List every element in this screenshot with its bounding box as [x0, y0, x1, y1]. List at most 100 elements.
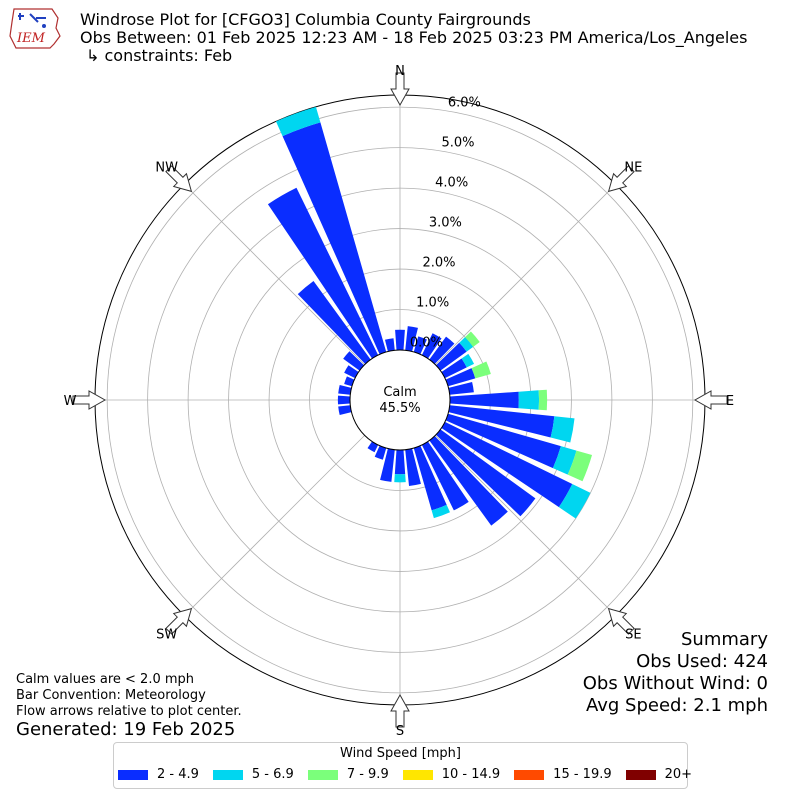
windrose-bar-segment [367, 441, 379, 453]
legend-item: 5 - 6.9 [212, 767, 294, 782]
windrose-bar-segment [429, 336, 455, 365]
windrose-bar-segment [395, 329, 405, 351]
windrose-bar-segment [384, 338, 395, 352]
legend-item: 20+ [625, 767, 693, 782]
windrose-bar-segment [267, 187, 379, 359]
windrose-bar-segment [344, 365, 359, 379]
radial-tick-label: 3.0% [429, 216, 462, 231]
compass-label-e: E [726, 394, 734, 409]
flow-arrow [607, 165, 635, 193]
legend-label: 20+ [664, 767, 693, 782]
iem-logo: IEM [9, 8, 61, 49]
windrose-bar-segment [343, 351, 365, 371]
compass-label-s: S [396, 724, 404, 739]
windrose-bar-segment [435, 342, 467, 371]
compass-labels: N NE E SE S SW W NW [64, 64, 735, 739]
spoke-line [435, 435, 616, 616]
legend-swatch [307, 769, 338, 780]
windrose-bar-segment [459, 337, 474, 352]
windrose-bar-segment [421, 441, 469, 511]
legend-items: 2 - 4.9 5 - 6.9 7 - 9.9 10 - 14.9 15 - 19.9 2… [118, 767, 692, 782]
legend-swatch [402, 769, 433, 780]
constraints: ↳ constraints: Feb [86, 46, 233, 65]
legend-item: 7 - 9.9 [307, 767, 389, 782]
windrose-bar-segment [405, 326, 418, 352]
obs-between: Obs Between: 01 Feb 2025 12:23 AM - 18 F… [80, 28, 748, 47]
windrose-bar-segment [435, 429, 536, 517]
logo-text: IEM [16, 31, 46, 46]
windrose-bar-segment [445, 413, 561, 469]
chart-title: Windrose Plot for [CFGO3] Columbia Count… [80, 10, 531, 29]
windrose-bar-segment [380, 448, 395, 482]
radial-tick-labels: 0.0% 1.0% 2.0% 3.0% 4.0% 5.0% 6.0% [410, 96, 481, 351]
legend-label: 7 - 9.9 [346, 767, 389, 782]
windrose-bar-segment [441, 421, 573, 508]
compass-label-sw: SW [156, 627, 177, 642]
flow-arrow [390, 693, 410, 728]
compass-label-se: SE [625, 627, 641, 642]
legend-swatch [625, 769, 656, 780]
radial-tick-label: 5.0% [441, 136, 474, 151]
radial-tick-label: 0.0% [410, 336, 443, 351]
calm-definition: Calm values are < 2.0 mph [16, 672, 195, 687]
windrose-bar-segment [448, 405, 555, 438]
flow-arrows [72, 72, 728, 728]
flow-arrow [72, 390, 107, 410]
windrose-bar-segment [394, 449, 406, 475]
summary-obs-used: Obs Used: 424 [636, 651, 768, 672]
windrose-bar-segment [431, 504, 450, 519]
compass-label-nw: NW [155, 161, 178, 176]
windrose-bar-segment [344, 376, 355, 387]
windrose-bar-segment [518, 390, 540, 410]
compass-label-n: N [395, 64, 405, 79]
legend-item: 2 - 4.9 [118, 767, 199, 782]
radial-tick-label: 6.0% [448, 96, 481, 111]
calm-disc [349, 349, 451, 451]
generated-date: Generated: 19 Feb 2025 [16, 719, 236, 740]
compass-label-ne: NE [624, 161, 642, 176]
legend-item: 10 - 14.9 [402, 767, 501, 782]
flow-arrow [693, 390, 728, 410]
summary-obs-without-wind: Obs Without Wind: 0 [582, 673, 768, 694]
flow-arrow [165, 165, 193, 193]
compass-label-w: W [64, 394, 77, 409]
spoke-line [184, 184, 365, 365]
legend-label: 2 - 4.9 [157, 767, 199, 782]
windrose-bar-segment [538, 389, 548, 411]
windrose-bar-segment [413, 445, 447, 511]
windrose-bar-segment [413, 336, 427, 355]
windrose-bar-segment [421, 333, 442, 359]
windrose-bars [267, 106, 593, 526]
legend-swatch [514, 769, 545, 780]
windrose-bar-segment [471, 361, 491, 379]
legend: Wind Speed [mph] 2 - 4.9 5 - 6.9 7 - 9.9 10… [113, 742, 692, 789]
windrose-bar-segment [338, 384, 352, 395]
windrose-bar-segment [558, 484, 591, 519]
windrose-bar-segment [338, 405, 352, 416]
windrose-bar-segment [445, 368, 476, 387]
windrose-bar-segment [282, 122, 387, 355]
legend-label: 10 - 14.9 [441, 767, 501, 782]
windrose-bar-segment [465, 331, 480, 347]
radial-tick-label: 2.0% [422, 256, 455, 271]
windrose-bar-segment [297, 280, 371, 365]
windrose-bar-segment [461, 353, 475, 368]
legend-label: 15 - 19.9 [553, 767, 612, 782]
windrose-bar-segment [441, 358, 467, 379]
windrose-bar-segment [429, 435, 508, 526]
radial-tick-label: 4.0% [435, 176, 468, 191]
radial-tick-label: 1.0% [416, 296, 449, 311]
legend-title: Wind Speed [mph] [340, 746, 461, 761]
windrose-bar-segment [449, 391, 519, 409]
windrose-bar-segment [552, 446, 577, 475]
legend-swatch [118, 769, 148, 780]
bar-convention: Bar Convention: Meteorology [16, 688, 206, 703]
windrose-bar-segment [550, 416, 575, 443]
legend-label: 5 - 6.9 [251, 767, 294, 782]
windrose-bar-segment [394, 474, 406, 483]
flow-arrows-note: Flow arrows relative to plot center. [16, 704, 242, 719]
legend-item: 15 - 19.9 [514, 767, 612, 782]
windrose-bar-segment [405, 448, 421, 486]
